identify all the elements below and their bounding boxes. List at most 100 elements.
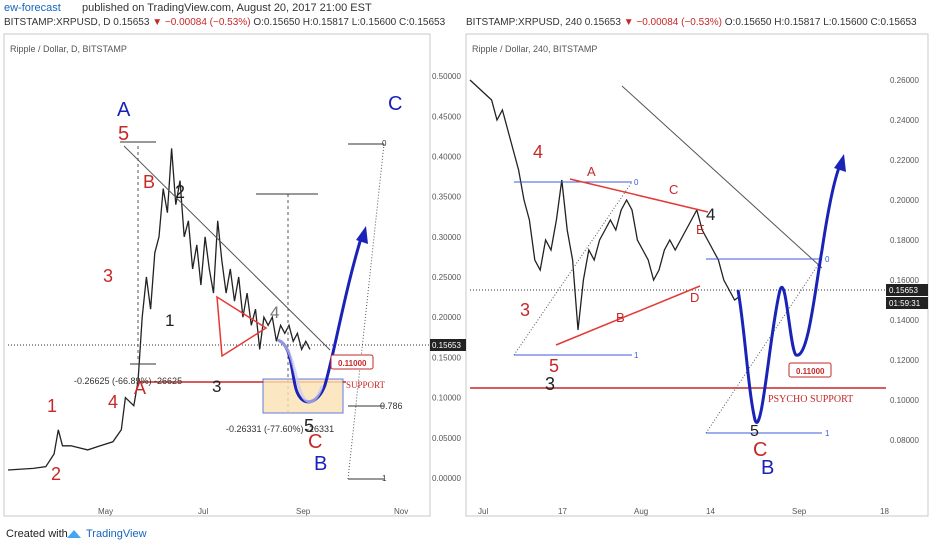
left-legend-last: 0.15653 [113,17,150,28]
left-legend: BITSTAMP:XRPUSD, D 0.15653 ▼ −0.00084 (−… [4,17,445,28]
left-wave-C-blue: C [388,93,402,115]
left-x-tick-label: Nov [394,507,408,516]
left-price-tag-bg [430,339,466,351]
tradingview-logo-icon [67,530,81,538]
right-panel-title: Ripple / Dollar, 240, BITSTAMP [472,44,597,54]
left-price-tag: 0.15653 [432,341,461,350]
left-trendline [123,145,331,351]
down-triangle-icon: ▼ [152,17,163,28]
left-y-tick-label: 0.30000 [432,233,461,242]
footer-created: Created with [6,528,68,540]
right-x-tick-label: 18 [880,507,889,516]
right-wave-5: 5 [549,356,559,376]
left-support-tag: 0.11000 [338,359,367,368]
published-info: published on TradingView.com, August 20,… [82,2,372,14]
right-projection-arrowhead [834,154,846,172]
right-wave-A: A [587,164,596,179]
left-support-text: SUPPORT [346,380,385,390]
right-y-tick-label: 0.16000 [890,276,919,285]
right-time-tag: 01:59:31 [889,299,921,308]
left-wave-4-red: 4 [108,392,118,412]
left-fib-label-786: 0.786 [380,401,403,411]
left-triangle [216,295,268,358]
left-projection-shadow [277,338,324,403]
left-wave-3: 3 [212,377,221,396]
right-wave-4-black: 4 [706,205,715,224]
left-fib-label-1: 1 [382,474,387,483]
right-legend-change: −0.00084 (−0.53%) [636,17,722,28]
right-fib1-label-1: 1 [634,351,639,360]
left-y-tick-label: 0.50000 [432,72,461,81]
right-wave-E: E [696,222,705,237]
right-legend-ohlc: O:0.15650 H:0.15817 L:0.15600 C:0.15653 [724,17,917,28]
left-y-tick-label: 0.05000 [432,434,461,443]
left-wave-B-blue: B [314,453,327,475]
left-wave-5: 5 [118,123,129,145]
publisher-name[interactable]: ew-forecast [4,2,61,14]
left-y-tick-label: 0.25000 [432,273,461,282]
right-fib2-label-1: 1 [825,429,830,438]
footer-brand[interactable]: TradingView [86,528,147,540]
left-x-tick-label: Sep [296,507,311,516]
left-panel-title: Ripple / Dollar, D, BITSTAMP [10,44,127,54]
left-fib-label-0: 0 [382,139,387,148]
right-x-tick-label: 17 [558,507,567,516]
right-annotations: 0 1 0 1 0.11000 PSYCHO SUPPORT [470,85,886,438]
right-fib2-label-0: 0 [825,255,830,264]
right-y-tick-label: 0.10000 [890,396,919,405]
left-measure1-label: -0.26625 (-66.89%) -26625 [74,376,182,386]
left-panel-frame [3,33,431,517]
right-triangle-upper [569,178,709,213]
left-wave-1: 1 [165,311,174,330]
right-wave-labels: 4 A C 4 E 3 B D 5 3 C B 5 [520,142,774,479]
right-y-tick-label: 0.08000 [890,436,919,445]
right-fib1-diagonal [513,181,633,356]
left-legend-change: −0.00084 (−0.53%) [164,17,251,28]
left-wave-3-red: 3 [103,266,113,286]
right-y-tick-label: 0.22000 [890,156,919,165]
right-price-tag-bg [886,284,928,296]
right-wave-3-black: 3 [545,374,555,394]
left-y-tick-label: 0.15000 [432,353,461,362]
left-y-tick-label: 0.10000 [432,394,461,403]
left-legend-symbol: BITSTAMP:XRPUSD, D [4,17,111,28]
left-wave-2-red: 2 [51,464,61,484]
right-wave-C: C [669,182,678,197]
left-x-tick-label: May [98,507,113,516]
left-measure2-label: -0.26331 (-77.60%) -26331 [226,424,334,434]
left-wave-5-black: 5 [304,416,314,436]
left-y-tick-label: 0.40000 [432,153,461,162]
left-wave-A-top: A [117,99,131,121]
left-annotations: 0 0.786 1 0.11000 SUPPORT -0.26625 (-66.… [8,139,430,483]
right-trendline [621,85,823,269]
left-wave-B: B [143,172,155,192]
right-wave-C-red: C [753,439,767,461]
left-wave-1-red: 1 [47,396,57,416]
left-y-tick-label: 0.45000 [432,112,461,121]
publish-header: ew-forecast published on TradingView.com… [0,0,932,16]
right-y-tick-label: 0.12000 [890,356,919,365]
right-psycho-support-text: PSYCHO SUPPORT [768,394,853,405]
left-y-tick-label: 0.20000 [432,313,461,322]
left-legend-ohlc: O:0.15650 H:0.15817 L:0.15600 C:0.15653 [253,17,446,28]
right-wave-D: D [690,290,699,305]
right-legend-symbol: BITSTAMP:XRPUSD, 240 [466,17,582,28]
left-price-series [7,148,311,471]
right-price-tag: 0.15653 [889,286,918,295]
right-y-tick-label: 0.18000 [890,236,919,245]
left-projection-arrowhead [356,226,368,244]
left-wave-A-red: A [134,378,146,398]
left-x-tick-label: Jul [198,507,208,516]
right-wave-5-black: 5 [750,423,759,440]
right-x-tick-label: Sep [792,507,807,516]
right-legend: BITSTAMP:XRPUSD, 240 0.15653 ▼ −0.00084 … [466,17,917,28]
right-time-tag-bg [886,297,928,309]
right-support-tag-box [788,362,832,378]
left-wave-labels: A 5 B 2 3 1 4 1 2 3 4 A 5 C B C [47,93,402,484]
right-fib2-diagonal [705,258,823,434]
right-triangle-lower [555,285,701,346]
right-panel-frame [465,33,929,517]
right-legend-last: 0.15653 [584,17,621,28]
right-x-tick-label: Jul [478,507,488,516]
